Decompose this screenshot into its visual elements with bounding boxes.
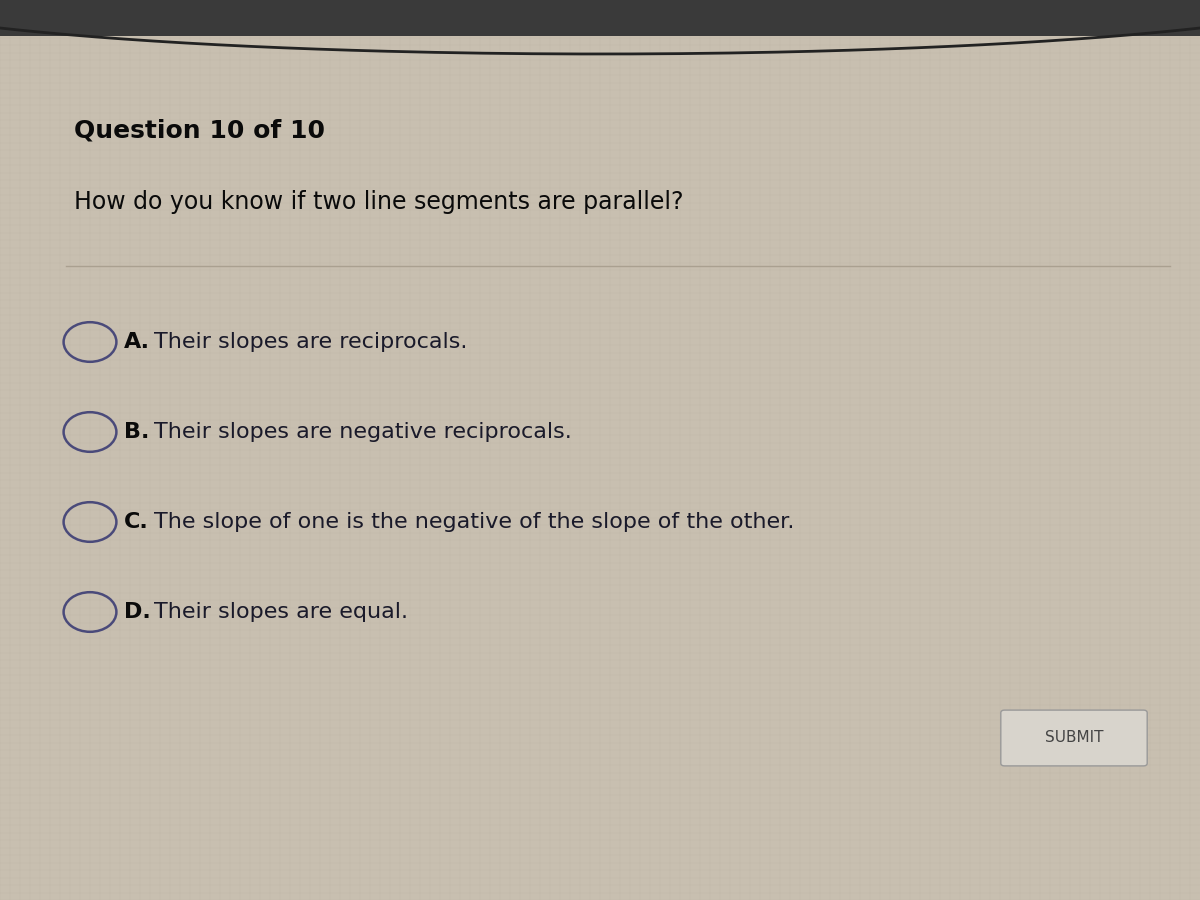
Text: Their slopes are negative reciprocals.: Their slopes are negative reciprocals. bbox=[154, 422, 571, 442]
Text: How do you know if two line segments are parallel?: How do you know if two line segments are… bbox=[74, 191, 684, 214]
FancyBboxPatch shape bbox=[0, 0, 1200, 36]
Text: SUBMIT: SUBMIT bbox=[1045, 731, 1103, 745]
Text: C.: C. bbox=[124, 512, 149, 532]
Text: Question 10 of 10: Question 10 of 10 bbox=[74, 119, 325, 142]
Text: D.: D. bbox=[124, 602, 150, 622]
Text: The slope of one is the negative of the slope of the other.: The slope of one is the negative of the … bbox=[154, 512, 794, 532]
Text: Their slopes are reciprocals.: Their slopes are reciprocals. bbox=[154, 332, 467, 352]
Text: B.: B. bbox=[124, 422, 149, 442]
Text: Their slopes are equal.: Their slopes are equal. bbox=[154, 602, 408, 622]
Text: A.: A. bbox=[124, 332, 150, 352]
FancyBboxPatch shape bbox=[1001, 710, 1147, 766]
